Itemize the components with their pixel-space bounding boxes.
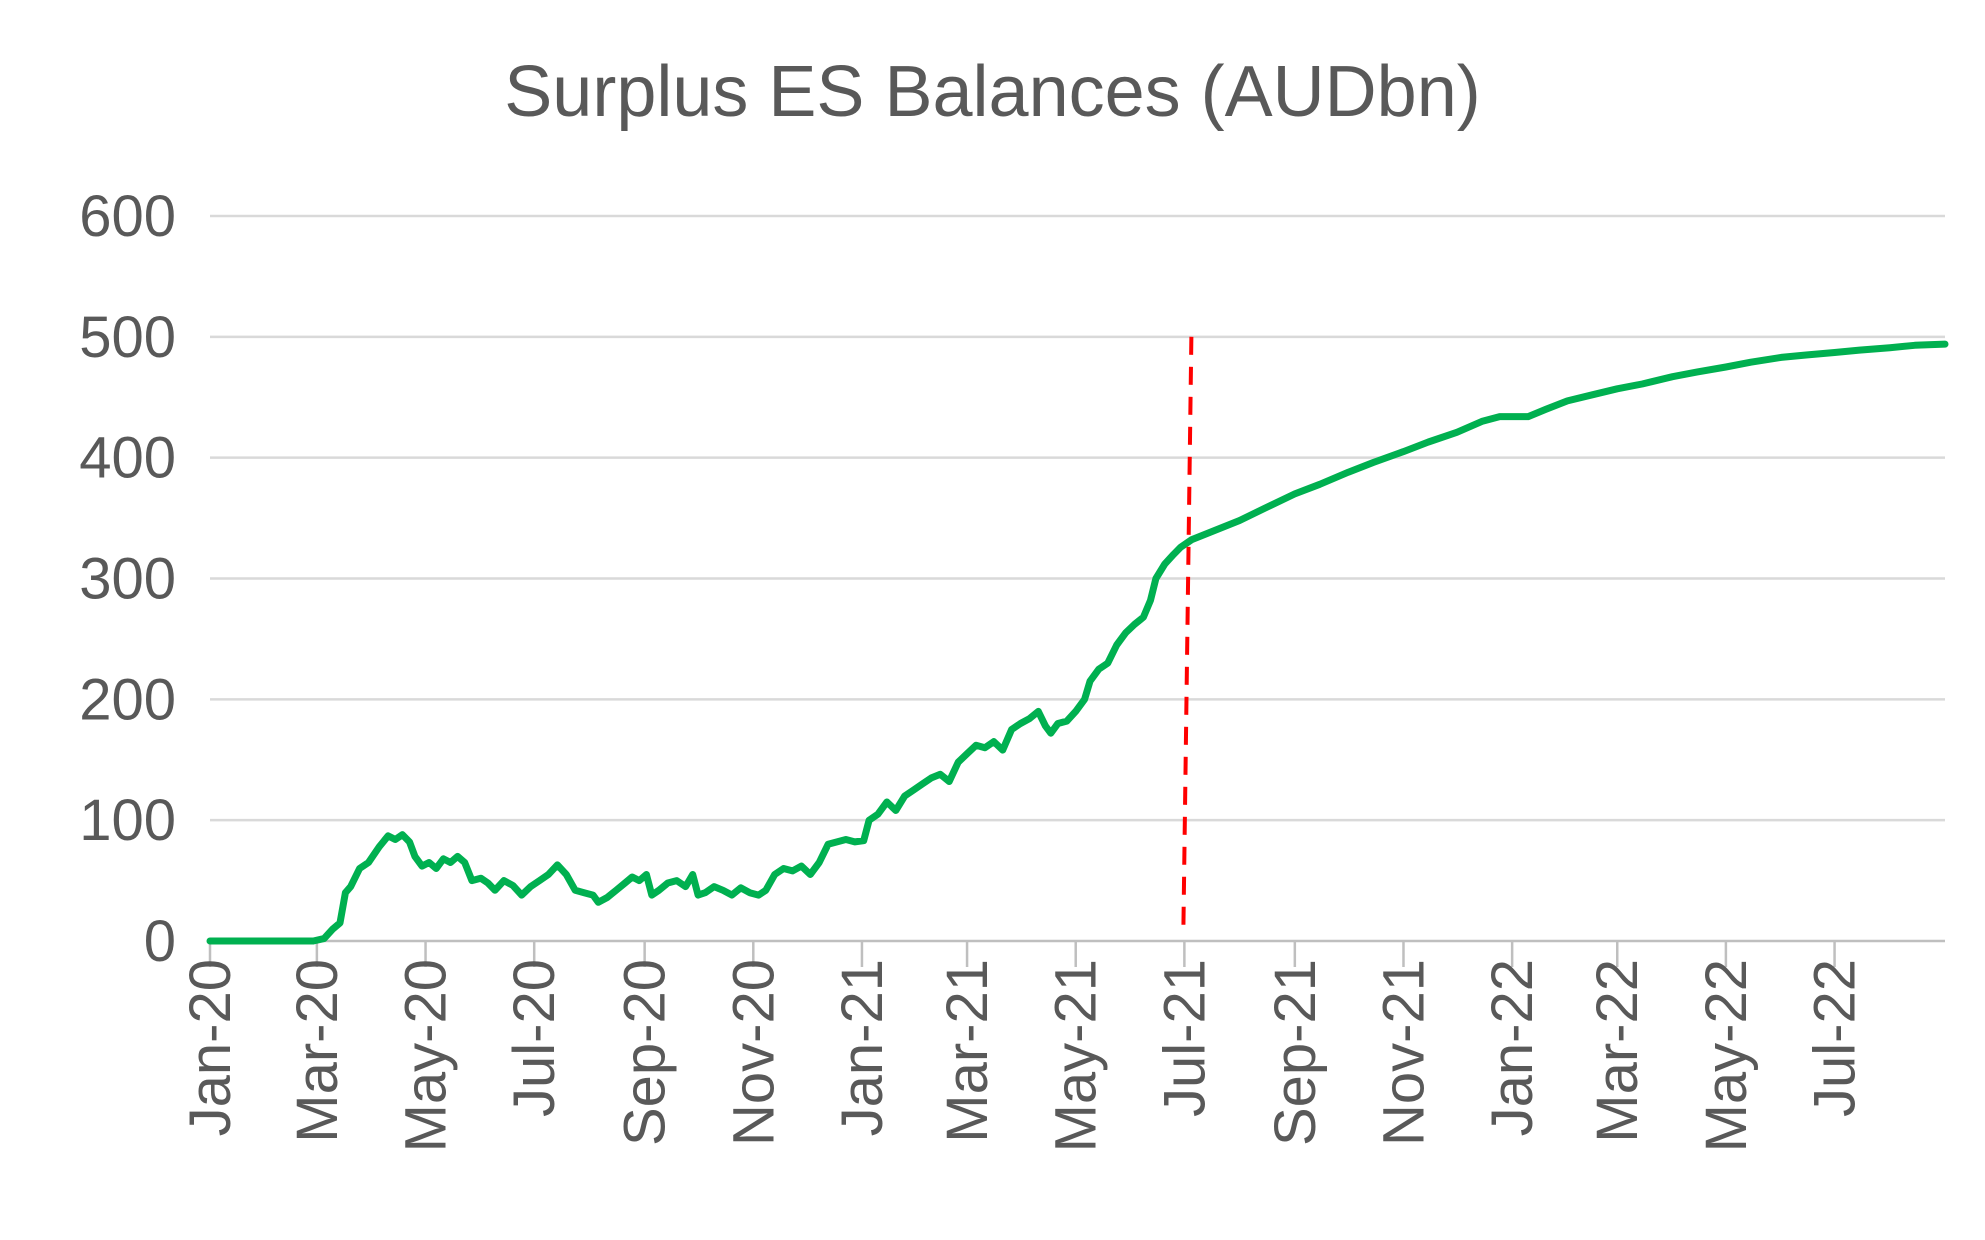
y-tick-label: 100	[79, 788, 176, 853]
y-tick-label: 0	[144, 909, 176, 974]
y-axis-ticks: 0 100 200 300 400 500 600	[79, 184, 176, 974]
series-line-0	[206, 340, 1949, 945]
x-tick-label: Nov-20	[721, 959, 786, 1146]
x-tick-label: May-21	[1044, 959, 1109, 1152]
x-tick-label: May-22	[1694, 959, 1759, 1152]
y-tick-label: 200	[79, 667, 176, 732]
y-tick-label: 400	[79, 426, 176, 491]
x-tick-label: Jan-22	[1480, 959, 1545, 1136]
gridlines	[210, 214, 1945, 822]
y-tick-label: 600	[79, 184, 176, 249]
x-tick-label: Jan-21	[830, 959, 895, 1136]
x-tick-label: Jul-21	[1152, 959, 1217, 1117]
x-tick-label: Nov-21	[1371, 959, 1436, 1146]
x-tick-label: Jul-20	[502, 959, 567, 1117]
x-tick-label: Mar-20	[285, 959, 350, 1143]
x-tick-label: Jan-20	[178, 959, 243, 1136]
x-tick-label: Mar-22	[1585, 959, 1650, 1143]
series-layer	[206, 340, 1949, 945]
x-tick-label: Mar-21	[935, 959, 1000, 1143]
x-tick-label: Sep-21	[1263, 959, 1328, 1146]
reference-line	[1181, 336, 1194, 930]
x-tick-label: Jul-22	[1803, 959, 1868, 1117]
x-axis-ticks: Jan-20 Mar-20 May-20 Jul-20 Sep-20 Nov-20 Jan-…	[178, 941, 1868, 1152]
x-tick-label: May-20	[394, 959, 459, 1152]
chart-title: Surplus ES Balances (AUDbn)	[504, 52, 1481, 132]
marker-layer	[1181, 336, 1194, 930]
y-tick-label: 500	[79, 305, 176, 370]
x-tick-label: Sep-20	[613, 959, 678, 1146]
y-tick-label: 300	[79, 547, 176, 612]
